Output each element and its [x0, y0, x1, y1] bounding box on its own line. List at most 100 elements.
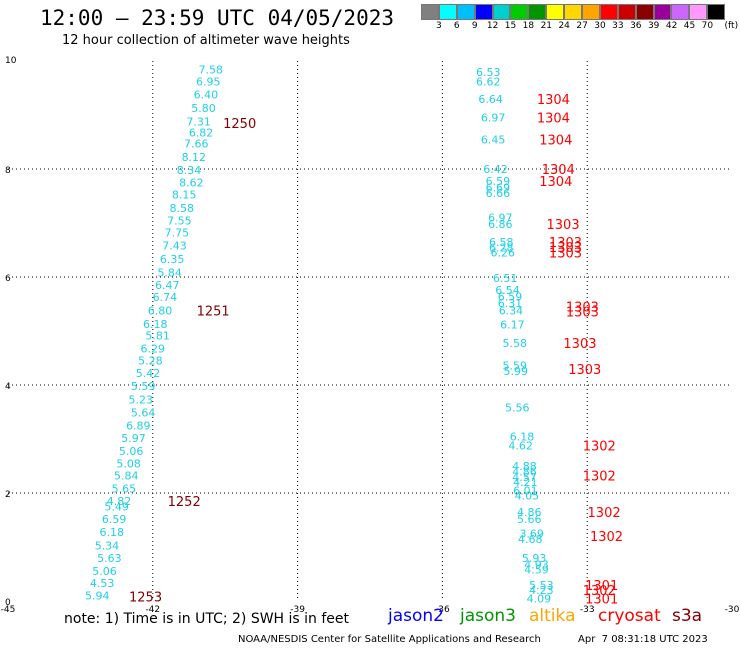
swh-point: 5.97	[121, 432, 146, 445]
swh-point: 7.43	[162, 240, 187, 253]
swh-point: 5.06	[92, 565, 117, 578]
swh-point: 4.86	[512, 465, 537, 478]
swh-point: 4.82	[107, 495, 132, 508]
swh-point: 6.66	[486, 187, 511, 200]
colorbar-label: 24	[558, 21, 570, 31]
y-tick-label: 4	[5, 382, 11, 392]
swh-point: 5.65	[112, 483, 137, 496]
swh-point: 4.68	[518, 533, 543, 546]
swh-point: 5.94	[85, 590, 110, 603]
colorbar-swatch	[635, 4, 654, 20]
colorbar-label: 9	[471, 21, 478, 31]
swh-point: 6.69	[486, 181, 511, 194]
colorbar-label: 27	[576, 21, 588, 31]
swh-point: 4.59	[524, 564, 549, 577]
swh-point: 5.42	[136, 367, 161, 380]
swh-point: 6.64	[478, 93, 503, 106]
swh-point: 6.95	[196, 76, 221, 89]
time-label: 1252	[168, 495, 201, 510]
swh-point: 5.59	[131, 380, 156, 393]
swh-point: 8.58	[170, 202, 195, 215]
swh-point: 6.35	[160, 253, 185, 266]
y-tick-label: 10	[5, 56, 17, 66]
swh-point: 7.75	[165, 227, 190, 240]
swh-point: 4.86	[517, 506, 542, 519]
colorbar-swatch	[582, 4, 600, 20]
legend-jason2: jason2	[388, 606, 444, 626]
swh-point: 6.40	[194, 88, 219, 101]
x-tick-label: -36	[435, 605, 450, 615]
swh-point: 6.82	[189, 126, 214, 139]
swh-point: 3.69	[519, 528, 544, 541]
time-label: 1253	[129, 591, 162, 606]
legend-altika: altika	[529, 606, 576, 626]
colorbar-swatch	[456, 4, 475, 20]
time-label: 1303	[566, 301, 599, 316]
time-label: 1302	[590, 530, 623, 545]
swh-point: 5.93	[522, 552, 547, 565]
swh-point: 5.84	[114, 470, 139, 483]
swh-point: 6.80	[148, 304, 173, 317]
colorbar-label: (ft)	[724, 21, 739, 31]
time-label: 1304	[537, 112, 570, 127]
swh-point: 6.86	[488, 218, 513, 231]
legend-cryosat: cryosat	[598, 606, 661, 626]
swh-point: 6.59	[498, 290, 523, 303]
swh-point: 4.57	[512, 471, 537, 484]
colorbar-label: 70	[701, 21, 714, 31]
x-tick-label: -45	[1, 605, 16, 615]
colorbar-label: 39	[647, 21, 660, 31]
colorbar-swatch	[653, 4, 672, 20]
footer-timestamp: Apr 7 08:31:18 UTC 2023	[578, 634, 708, 645]
swh-point: 5.34	[95, 539, 120, 552]
legend-s3a: s3a	[672, 606, 703, 626]
swh-point: 6.53	[476, 66, 501, 79]
colorbar-swatch	[671, 4, 690, 20]
time-label: 1302	[588, 506, 621, 521]
swh-point: 6.28	[489, 241, 514, 254]
swh-point: 6.74	[153, 291, 178, 304]
colorbar-swatch	[421, 4, 439, 20]
swh-point: 6.18	[143, 318, 168, 331]
swh-point: 6.59	[486, 175, 511, 188]
chart-title: 12:00 – 23:59 UTC 04/05/2023	[40, 6, 395, 30]
swh-point: 5.63	[97, 552, 122, 565]
colorbar-swatch	[564, 4, 583, 20]
time-label: 1303	[549, 247, 582, 262]
x-tick-label: -30	[725, 605, 740, 615]
time-label: 1303	[566, 306, 599, 321]
colorbar-label: 45	[683, 21, 696, 31]
swh-point: 4.93	[524, 558, 549, 571]
colorbar-label: 36	[630, 21, 642, 31]
time-label: 1302	[583, 470, 616, 485]
swh-point: 8.15	[172, 188, 197, 201]
legend-jason3: jason3	[460, 606, 516, 626]
colorbar-swatch	[599, 4, 618, 20]
swh-point: 4.09	[527, 592, 552, 605]
time-label: 1303	[568, 363, 601, 378]
time-label: 1303	[549, 241, 582, 256]
time-label: 1304	[539, 133, 572, 148]
colorbar-swatch	[707, 4, 726, 20]
swh-point: 6.97	[481, 112, 506, 125]
swh-point: 5.56	[505, 402, 530, 415]
swh-point: 8.62	[179, 177, 204, 190]
x-tick-label: -39	[290, 605, 305, 615]
swh-point: 6.01	[513, 484, 538, 497]
y-tick-label: 8	[5, 166, 11, 176]
swh-point: 7.58	[198, 64, 223, 77]
swh-point: 5.08	[116, 457, 141, 470]
swh-point: 6.45	[481, 133, 506, 146]
colorbar-label: 3	[436, 21, 442, 31]
colorbar-swatch	[689, 4, 708, 20]
swh-point: 8.12	[182, 151, 207, 164]
swh-point: 4.53	[90, 577, 115, 590]
time-label: 1302	[583, 584, 616, 599]
swh-point: 6.58	[489, 236, 514, 249]
swh-point: 6.31	[498, 297, 523, 310]
colorbar-label: 33	[612, 21, 624, 31]
colorbar-label: 42	[665, 21, 678, 31]
y-tick-label: 6	[5, 274, 11, 284]
chart-subtitle: 12 hour collection of altimeter wave hei…	[62, 33, 350, 48]
